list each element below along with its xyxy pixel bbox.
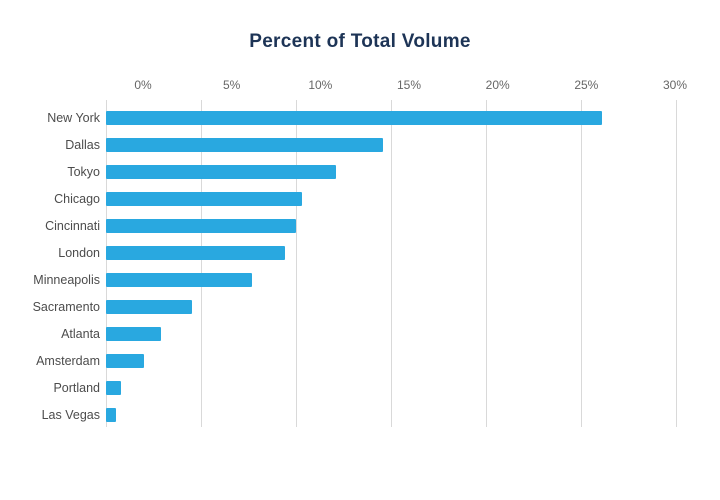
bar-london xyxy=(106,246,285,260)
bar-dallas xyxy=(106,138,384,152)
category-label-amsterdam: Amsterdam xyxy=(36,354,100,368)
category-label-minneapolis: Minneapolis xyxy=(33,273,100,287)
category-label-london: London xyxy=(58,246,100,260)
gridline-0% xyxy=(106,100,107,427)
x-tick-label-5%: 5% xyxy=(222,78,241,92)
gridline-15% xyxy=(391,100,392,427)
x-tick-label-0%: 0% xyxy=(134,78,152,92)
bar-sacramento xyxy=(106,300,192,314)
x-tick-label-10%: 10% xyxy=(308,78,333,92)
category-label-dallas: Dallas xyxy=(65,138,100,152)
category-label-sacramento: Sacramento xyxy=(32,300,100,314)
bar-cincinnati xyxy=(106,219,296,233)
x-tick-label-30%: 30% xyxy=(662,78,688,92)
category-label-new-york: New York xyxy=(47,111,100,125)
category-label-cincinnati: Cincinnati xyxy=(45,219,100,233)
bar-amsterdam xyxy=(106,354,144,368)
category-label-chicago: Chicago xyxy=(54,192,100,206)
category-label-las-vegas: Las Vegas xyxy=(41,408,100,422)
gridline-20% xyxy=(486,100,487,427)
bar-chart-plot-area: 0% 5% 10% 15% 20% 25% 30% xyxy=(106,78,687,427)
gridline-5% xyxy=(201,100,202,427)
bar-las-vegas xyxy=(106,408,116,422)
bar-chicago xyxy=(106,192,302,206)
gridline-10% xyxy=(296,100,297,427)
bar-new-york xyxy=(106,111,602,125)
x-tick-label-15%: 15% xyxy=(396,78,422,92)
x-tick-label-25%: 25% xyxy=(574,78,599,92)
bar-tokyo xyxy=(106,165,336,179)
x-tick-label-20%: 20% xyxy=(485,78,510,92)
bar-minneapolis xyxy=(106,273,253,287)
chart-title: Percent of Total Volume xyxy=(249,31,471,52)
y-axis-category-labels: New York Dallas Tokyo Chicago Cincinnati Lond… xyxy=(0,100,100,427)
bar-atlanta xyxy=(106,327,162,341)
gridline-30% xyxy=(676,100,677,427)
category-label-tokyo: Tokyo xyxy=(67,165,100,179)
category-label-portland: Portland xyxy=(53,381,100,395)
bar-portland xyxy=(106,381,122,395)
category-label-atlanta: Atlanta xyxy=(61,327,100,341)
gridline-25% xyxy=(581,100,582,427)
